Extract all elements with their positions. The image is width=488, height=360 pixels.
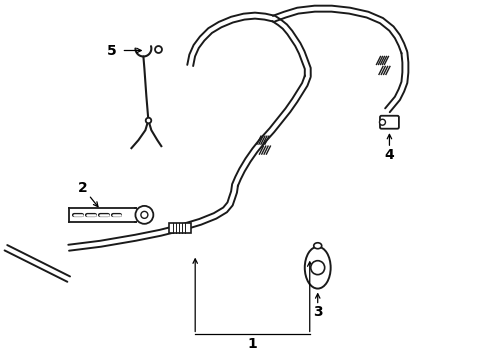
Text: 5: 5 [106,44,116,58]
FancyBboxPatch shape [379,116,398,129]
Text: 1: 1 [246,337,256,351]
FancyBboxPatch shape [169,223,191,233]
Text: 4: 4 [384,148,393,162]
Circle shape [141,211,147,219]
Ellipse shape [313,243,321,249]
Ellipse shape [304,247,330,289]
Circle shape [379,119,385,125]
Text: 2: 2 [78,181,87,195]
Text: 3: 3 [312,306,322,319]
Circle shape [135,206,153,224]
Circle shape [310,261,324,275]
